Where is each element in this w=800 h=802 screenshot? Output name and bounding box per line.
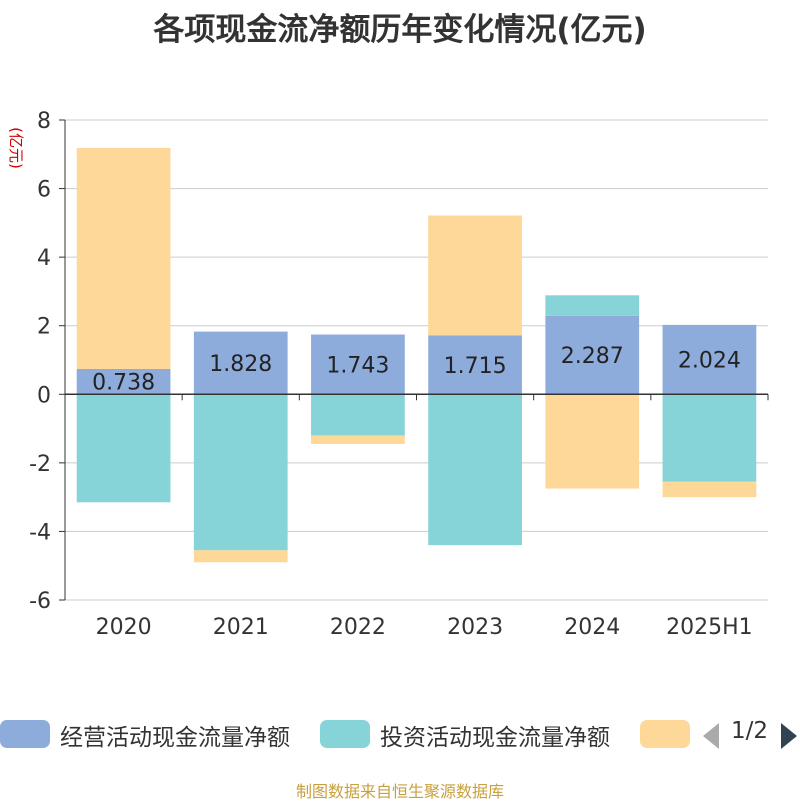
bar-series2-2024: [545, 394, 640, 489]
bar-series0-2024: [545, 315, 640, 395]
legend-swatch-investing: [320, 720, 370, 748]
y-tick-label: -6: [29, 589, 51, 614]
x-tick-label: 2025H1: [666, 615, 753, 640]
y-tick-label: -4: [29, 520, 51, 545]
x-tick-label: 2024: [564, 615, 620, 640]
data-label-2024: 2.287: [561, 344, 624, 369]
source-footer: 制图数据来自恒生聚源数据库: [295, 782, 504, 801]
bar-series0-2023: [428, 335, 522, 395]
bar-series0-2021: [193, 331, 288, 395]
data-label-2023: 1.715: [444, 354, 507, 379]
legend: 经营活动现金流量净额 投资活动现金流量净额 1/2: [0, 717, 800, 753]
bar-series2-2021: [193, 550, 288, 563]
legend-prev-page-icon[interactable]: [703, 723, 719, 749]
y-tick-label: -2: [29, 452, 51, 477]
legend-swatch-operating: [0, 720, 50, 748]
bar-series0-2022: [311, 334, 405, 395]
x-tick-label: 2020: [96, 615, 152, 640]
chart-title: 各项现金流净额历年变化情况(亿元): [153, 12, 647, 48]
legend-page-indicator: 1/2: [731, 718, 769, 744]
data-label-2025H1: 2.024: [678, 349, 741, 374]
bar-series2-2022: [311, 435, 405, 444]
y-tick-label: 0: [37, 383, 51, 408]
bar-series2-2023: [428, 215, 522, 336]
legend-label-operating: 经营活动现金流量净额: [60, 725, 290, 751]
y-tick-label: 6: [37, 178, 51, 203]
x-tick-label: 2023: [447, 615, 503, 640]
data-label-2022: 1.743: [326, 353, 389, 378]
bar-series1-2021: [193, 394, 288, 551]
bar-series1-2022: [311, 394, 405, 436]
legend-label-investing: 投资活动现金流量净额: [380, 725, 610, 751]
y-axis-label: (亿元): [7, 127, 25, 169]
bar-series1-2020: [76, 394, 171, 503]
bar-series0-2025H1: [662, 324, 757, 395]
bar-series0-2020: [76, 368, 171, 395]
bar-series1-2025H1: [662, 394, 757, 482]
bar-series1-2023: [428, 394, 522, 546]
x-tick-label: 2021: [213, 615, 269, 640]
bar-series2-2025H1: [662, 481, 757, 498]
x-tick-label: 2022: [330, 615, 386, 640]
legend-swatch-financing: [640, 720, 690, 748]
bar-series2-2020: [76, 147, 171, 369]
legend-next-page-icon[interactable]: [781, 723, 797, 749]
data-label-2021: 1.828: [209, 352, 272, 377]
y-tick-label: 8: [37, 109, 51, 134]
y-tick-label: 4: [37, 246, 51, 271]
bar-series1-2024: [545, 295, 640, 316]
y-tick-label: 2: [37, 315, 51, 340]
data-label-2020: 0.738: [92, 371, 155, 396]
